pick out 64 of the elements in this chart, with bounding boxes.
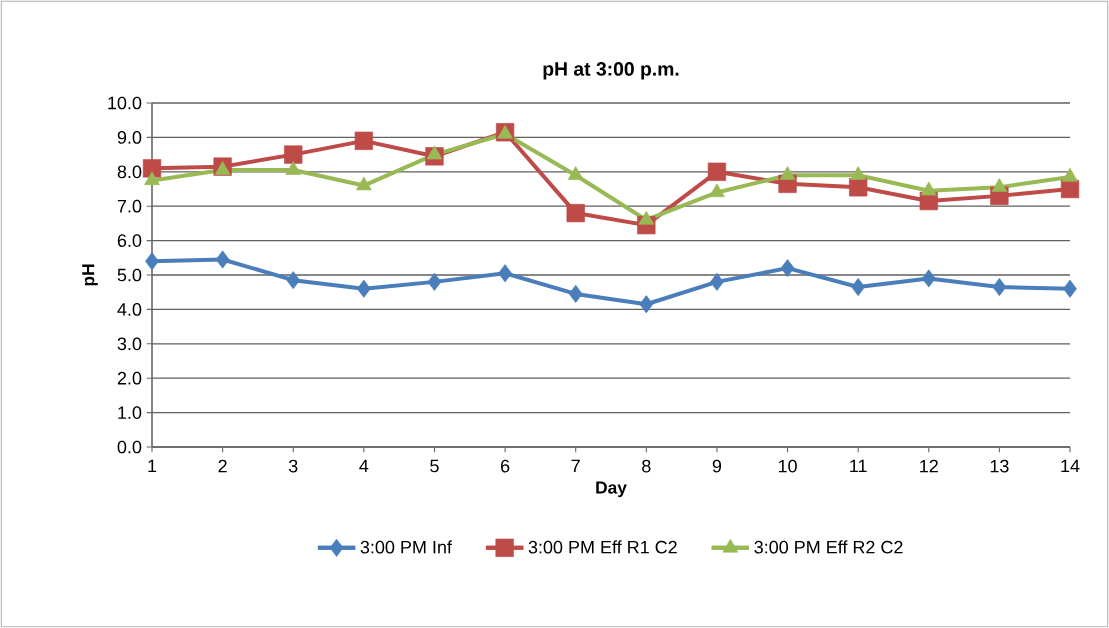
point	[357, 279, 371, 298]
y-tick-label: 4.0	[117, 303, 142, 316]
y-tick-label: 5.0	[117, 268, 142, 282]
point	[142, 159, 162, 178]
legend-label: 3:00 PM Eff R1 C2	[528, 540, 677, 554]
point	[354, 131, 373, 150]
x-tick-label: 13	[990, 459, 1009, 473]
point	[779, 166, 796, 180]
point	[566, 203, 585, 223]
point	[286, 271, 301, 290]
point	[707, 162, 727, 181]
point	[1063, 279, 1077, 298]
point	[991, 178, 1008, 192]
x-axis-title: Day	[596, 481, 627, 498]
point	[709, 183, 725, 198]
x-tick-label: 5	[430, 459, 439, 473]
x-tick-label: 9	[712, 459, 722, 473]
point	[284, 145, 303, 164]
point	[851, 278, 865, 297]
point	[215, 250, 230, 269]
x-tick-label: 14	[1061, 459, 1080, 473]
point	[427, 272, 442, 291]
point	[850, 166, 867, 180]
point	[145, 252, 159, 271]
y-axis-title: pH	[82, 264, 98, 286]
x-tick-label: 6	[501, 459, 510, 473]
point	[285, 161, 302, 175]
x-tick-label: 8	[642, 459, 651, 473]
y-tick-label: 1.0	[118, 406, 142, 419]
x-tick-label: 2	[218, 459, 227, 473]
point	[710, 272, 724, 291]
x-tick-label: 12	[920, 459, 938, 473]
point	[568, 284, 583, 303]
point	[992, 278, 1007, 297]
point	[426, 145, 443, 160]
x-tick-label: 1	[148, 459, 157, 473]
x-tick-label: 3	[288, 459, 298, 473]
y-tick-label: 8.0	[117, 165, 142, 179]
y-tick-label: 10.0	[108, 96, 142, 110]
point	[639, 295, 654, 314]
y-tick-label: 2.0	[117, 371, 142, 385]
point	[780, 259, 795, 278]
point	[356, 176, 372, 191]
point	[214, 161, 231, 175]
point	[921, 269, 936, 288]
y-tick-label: 9.0	[117, 131, 142, 144]
y-tick-label: 7.0	[117, 199, 142, 213]
x-tick-label: 11	[850, 459, 867, 473]
y-tick-label: 3.0	[117, 337, 142, 351]
point	[1062, 167, 1078, 182]
point	[920, 181, 937, 196]
y-tick-label: 0.0	[117, 440, 142, 454]
y-tick-label: 6.0	[117, 234, 142, 247]
x-tick-label: 10	[778, 459, 797, 473]
point	[498, 264, 512, 283]
point	[567, 166, 584, 180]
point	[144, 171, 160, 186]
legend-label: 3:00 PM Inf	[360, 540, 452, 554]
x-tick-label: 7	[571, 459, 580, 473]
point	[638, 210, 655, 225]
chart-title: pH at 3:00 p.m.	[543, 62, 679, 80]
legend-label: 3:00 PM Eff R2 C2	[754, 540, 903, 554]
point	[849, 178, 868, 197]
x-tick-label: 4	[359, 459, 369, 473]
